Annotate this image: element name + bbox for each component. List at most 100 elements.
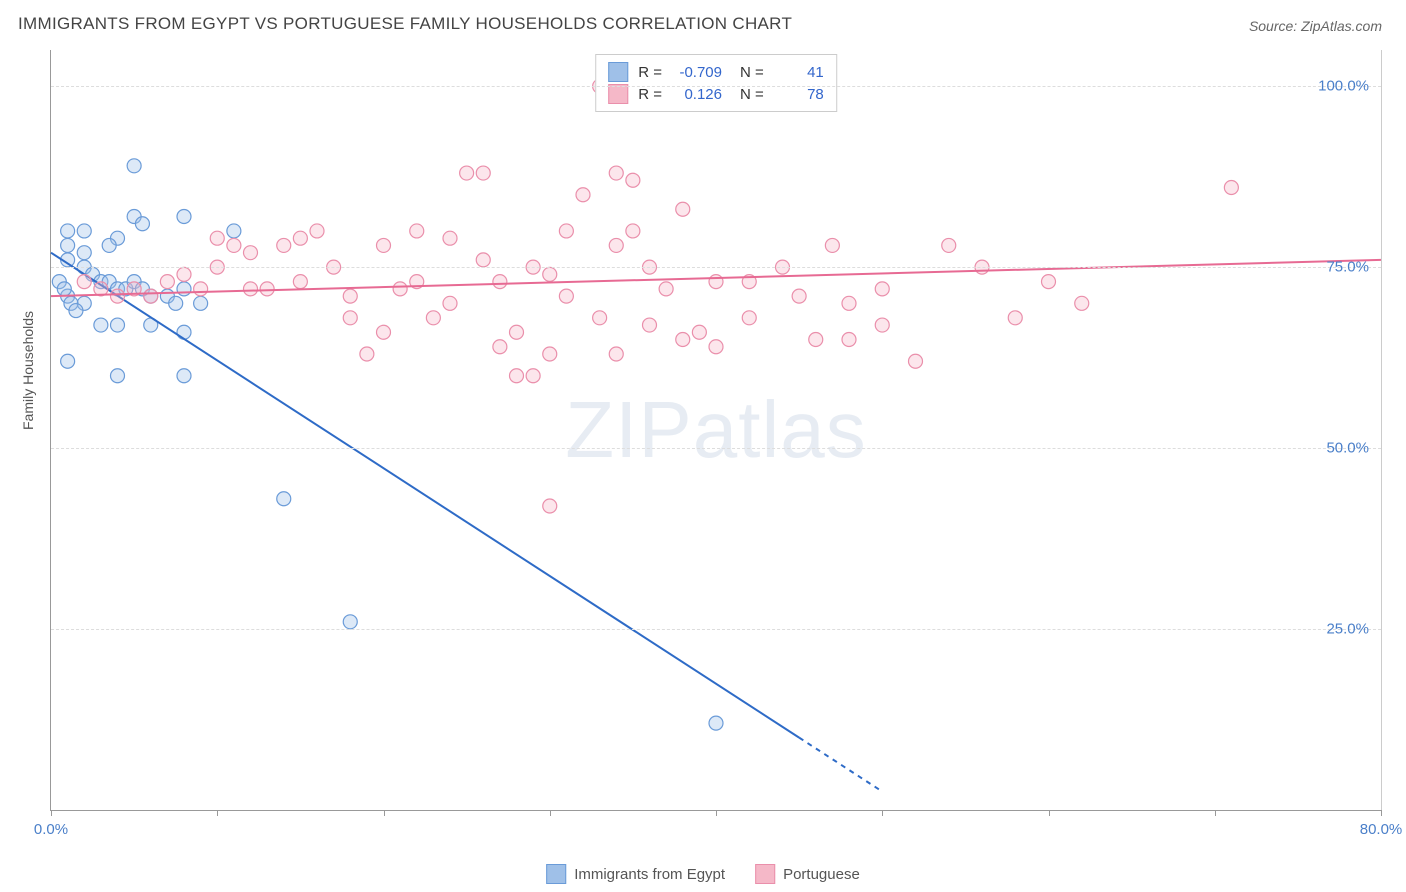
x-tick — [1215, 810, 1216, 816]
data-point — [94, 318, 108, 332]
trend-line — [51, 253, 799, 738]
data-point — [426, 311, 440, 325]
data-point — [559, 224, 573, 238]
legend-item: Immigrants from Egypt — [546, 864, 725, 884]
legend-row: R = -0.709 N = 41 — [608, 61, 824, 83]
data-point — [443, 231, 457, 245]
data-point — [493, 275, 507, 289]
data-point — [1008, 311, 1022, 325]
data-point — [493, 340, 507, 354]
data-point — [510, 325, 524, 339]
data-point — [169, 296, 183, 310]
data-point — [942, 238, 956, 252]
gridline — [51, 448, 1381, 449]
legend-swatch — [755, 864, 775, 884]
data-point — [69, 304, 83, 318]
data-point — [277, 492, 291, 506]
x-tick — [1381, 810, 1382, 816]
x-tick — [217, 810, 218, 816]
data-point — [111, 369, 125, 383]
legend-r-label: R = — [638, 64, 662, 81]
data-point — [1075, 296, 1089, 310]
data-point — [343, 311, 357, 325]
data-point — [77, 224, 91, 238]
data-point — [227, 224, 241, 238]
data-point — [310, 224, 324, 238]
data-point — [244, 246, 258, 260]
data-point — [659, 282, 673, 296]
y-tick-label: 50.0% — [1326, 440, 1369, 457]
data-point — [194, 296, 208, 310]
data-point — [875, 318, 889, 332]
correlation-legend: R =-0.709N =41R =0.126N =78 — [595, 54, 837, 112]
data-point — [111, 318, 125, 332]
x-tick — [384, 810, 385, 816]
data-point — [61, 354, 75, 368]
data-point — [77, 275, 91, 289]
series-legend: Immigrants from Egypt Portuguese — [546, 864, 860, 884]
data-point — [102, 238, 116, 252]
y-tick-label: 25.0% — [1326, 621, 1369, 638]
data-point — [177, 209, 191, 223]
data-point — [792, 289, 806, 303]
chart-title: IMMIGRANTS FROM EGYPT VS PORTUGUESE FAMI… — [18, 14, 792, 34]
data-point — [676, 333, 690, 347]
plot-area: ZIPatlas R =-0.709N =41R =0.126N =78 25.… — [50, 50, 1382, 811]
x-tick — [882, 810, 883, 816]
trend-line — [51, 260, 1381, 296]
data-point — [177, 267, 191, 281]
legend-r-label: R = — [638, 86, 662, 103]
legend-item-label: Immigrants from Egypt — [574, 866, 725, 883]
data-point — [676, 202, 690, 216]
legend-item-label: Portuguese — [783, 866, 860, 883]
data-point — [57, 282, 71, 296]
legend-n-label: N = — [740, 64, 764, 81]
data-point — [360, 347, 374, 361]
data-point — [460, 166, 474, 180]
data-point — [643, 318, 657, 332]
data-point — [210, 231, 224, 245]
data-point — [343, 615, 357, 629]
x-tick — [550, 810, 551, 816]
data-point — [709, 340, 723, 354]
legend-r-value: -0.709 — [672, 64, 722, 81]
data-point — [875, 282, 889, 296]
data-point — [227, 238, 241, 252]
data-point — [293, 275, 307, 289]
data-point — [609, 166, 623, 180]
data-point — [1042, 275, 1056, 289]
y-tick-label: 75.0% — [1326, 259, 1369, 276]
data-point — [709, 716, 723, 730]
data-point — [809, 333, 823, 347]
trend-line-dashed — [799, 738, 882, 792]
data-point — [127, 159, 141, 173]
x-tick — [1049, 810, 1050, 816]
data-point — [343, 289, 357, 303]
data-point — [410, 224, 424, 238]
data-point — [244, 282, 258, 296]
gridline — [51, 267, 1381, 268]
data-point — [377, 238, 391, 252]
legend-n-value: 41 — [774, 64, 824, 81]
data-point — [135, 217, 149, 231]
legend-r-value: 0.126 — [672, 86, 722, 103]
data-point — [626, 224, 640, 238]
data-point — [177, 369, 191, 383]
data-point — [111, 289, 125, 303]
data-point — [626, 173, 640, 187]
data-point — [476, 166, 490, 180]
gridline — [51, 629, 1381, 630]
chart-svg — [51, 50, 1381, 810]
source-attribution: Source: ZipAtlas.com — [1249, 18, 1382, 34]
data-point — [1224, 181, 1238, 195]
data-point — [559, 289, 573, 303]
data-point — [742, 311, 756, 325]
data-point — [609, 238, 623, 252]
data-point — [692, 325, 706, 339]
legend-swatch — [608, 62, 628, 82]
data-point — [576, 188, 590, 202]
data-point — [909, 354, 923, 368]
data-point — [277, 238, 291, 252]
data-point — [160, 275, 174, 289]
data-point — [377, 325, 391, 339]
